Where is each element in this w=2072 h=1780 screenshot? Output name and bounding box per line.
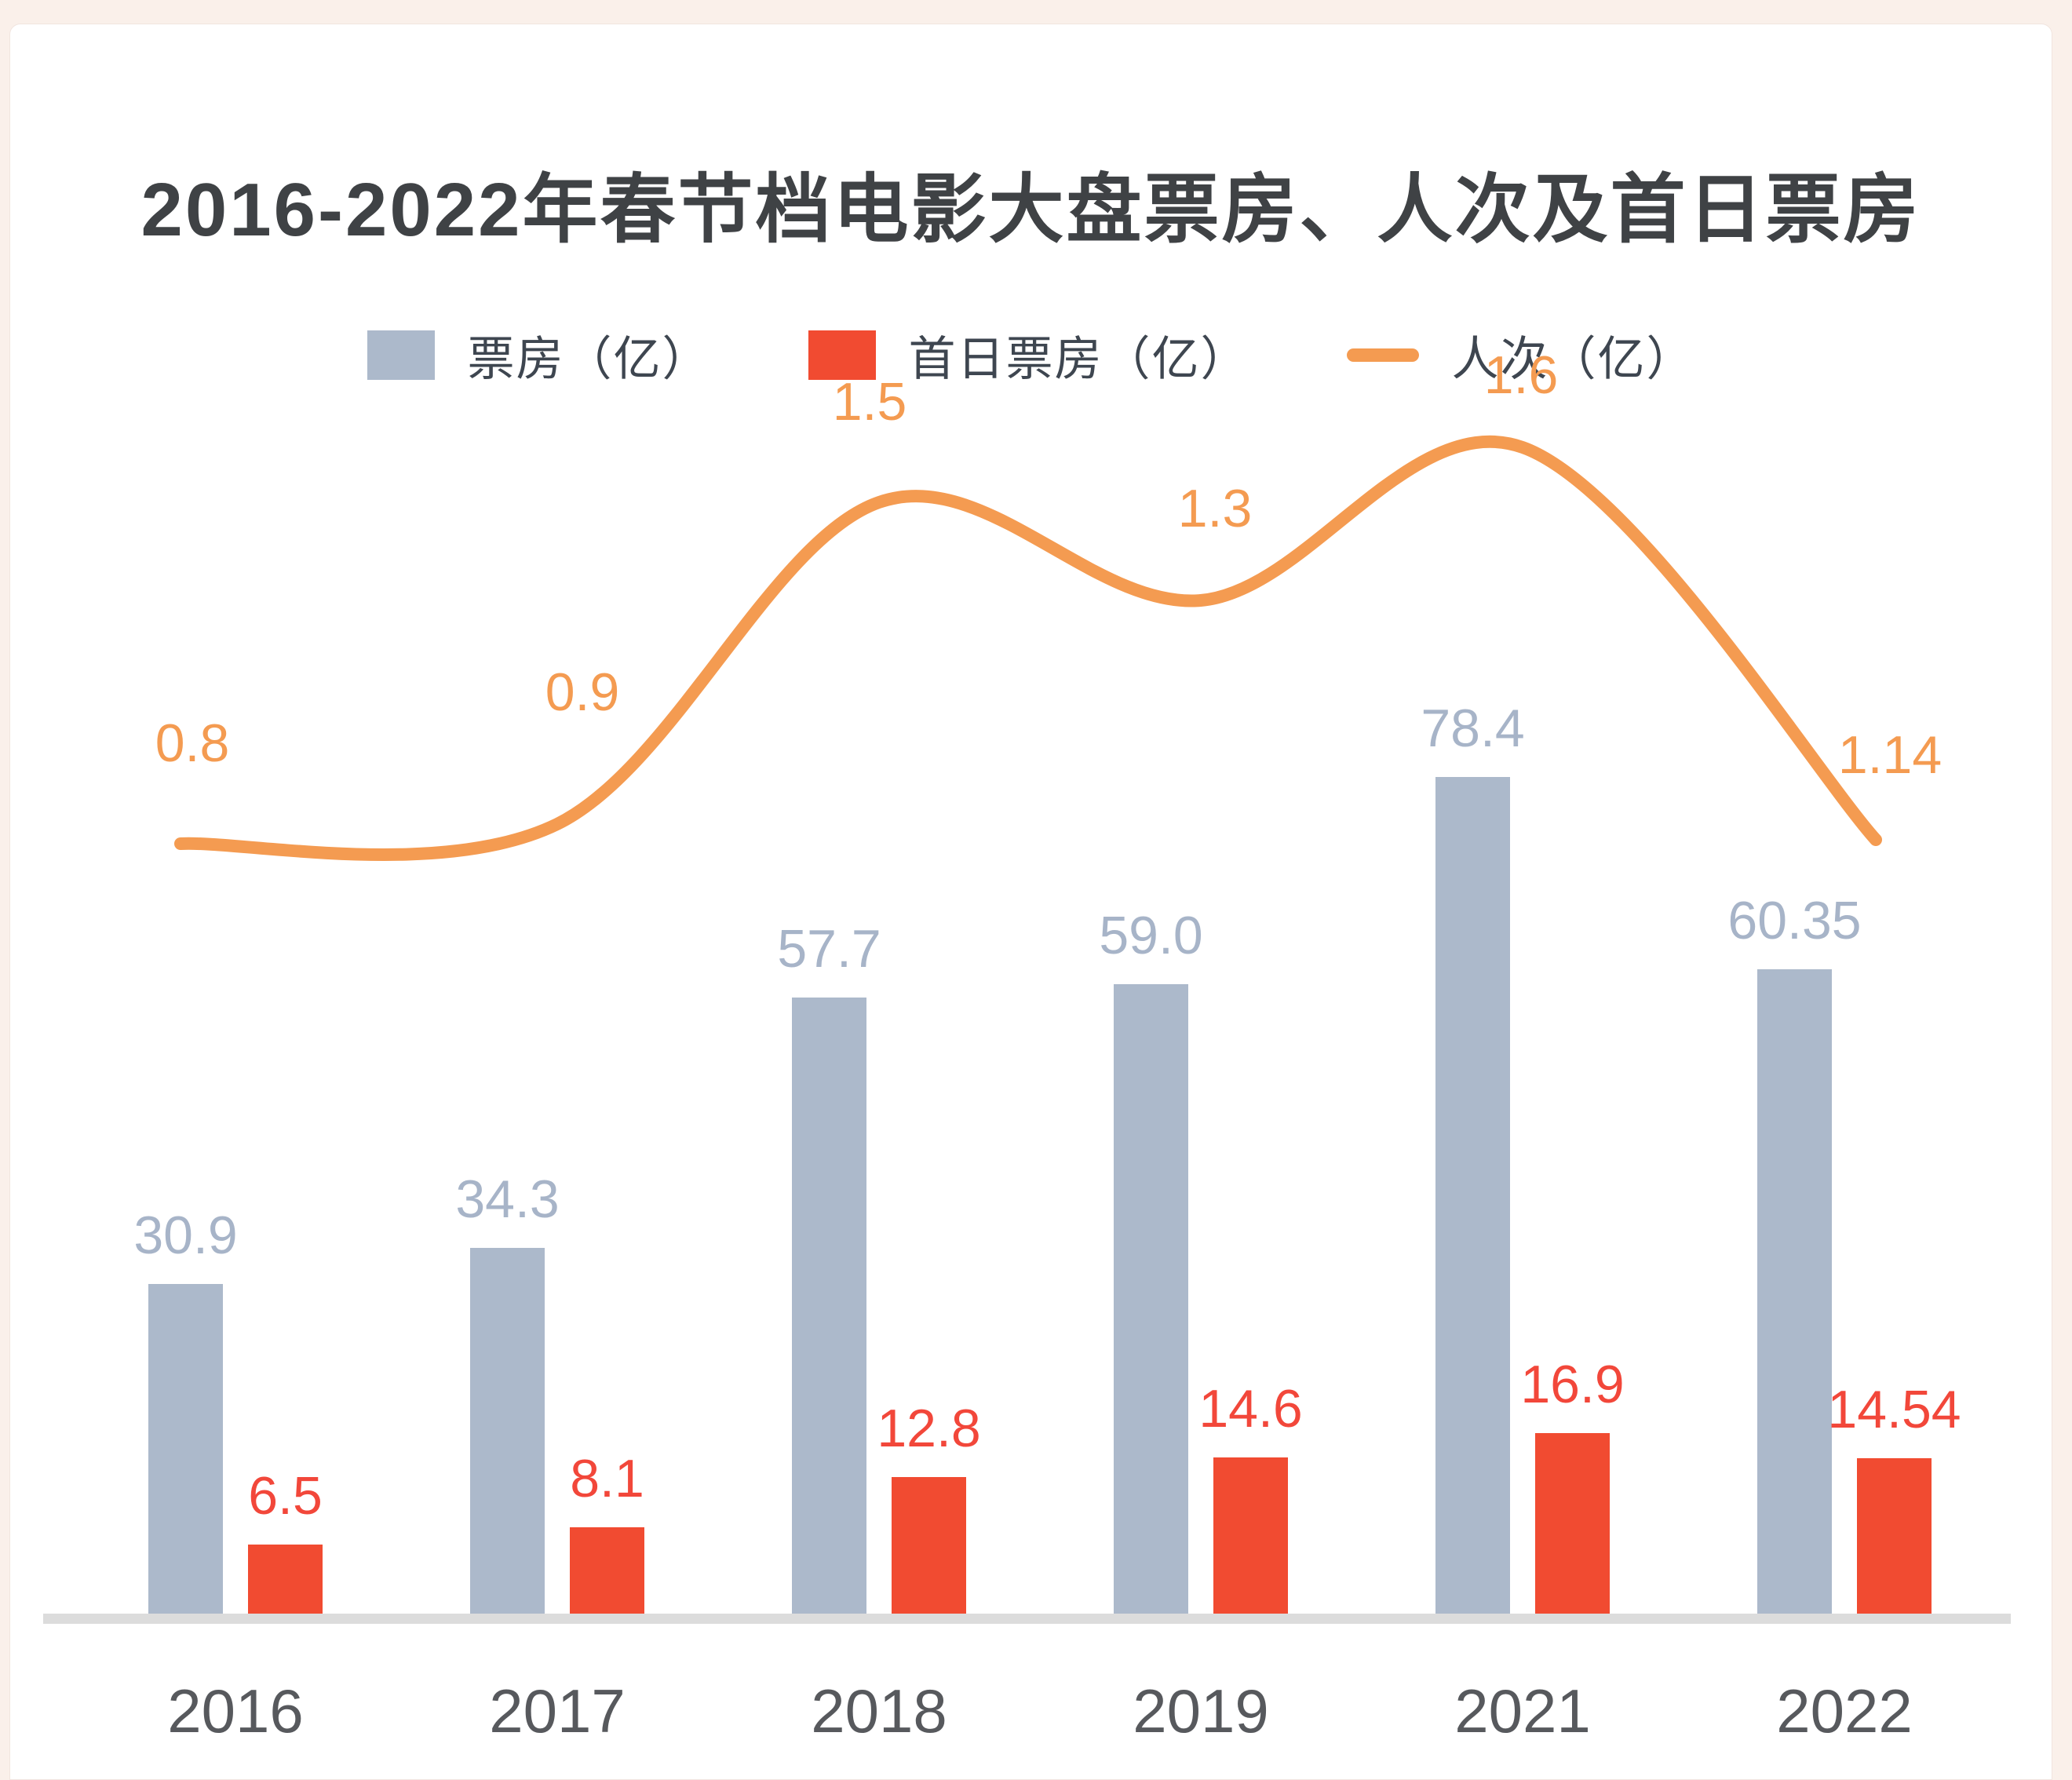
boxoffice-legend-label: 票房（亿） xyxy=(467,333,711,385)
firstday-legend-swatch xyxy=(808,330,876,380)
boxoffice-legend-swatch xyxy=(367,330,435,380)
chart-card: 2016-2022年春节档电影大盘票房、人次及首日票房 票房（亿） 首日票房（亿… xyxy=(9,24,2052,1780)
admissions-legend-label: 人次（亿） xyxy=(1451,333,1695,385)
legend-item-admissions: 人次（亿） xyxy=(1346,321,1695,389)
chart-title: 2016-2022年春节档电影大盘票房、人次及首日票房 xyxy=(140,168,1921,252)
legend-item-boxoffice: 票房（亿） xyxy=(367,321,711,389)
firstday-legend-label: 首日票房（亿） xyxy=(908,333,1249,385)
legend-item-firstday: 首日票房（亿） xyxy=(808,321,1249,389)
chart-legend: 票房（亿） 首日票房（亿） 人次（亿） xyxy=(10,321,2052,389)
admissions-legend-line xyxy=(1346,348,1419,362)
